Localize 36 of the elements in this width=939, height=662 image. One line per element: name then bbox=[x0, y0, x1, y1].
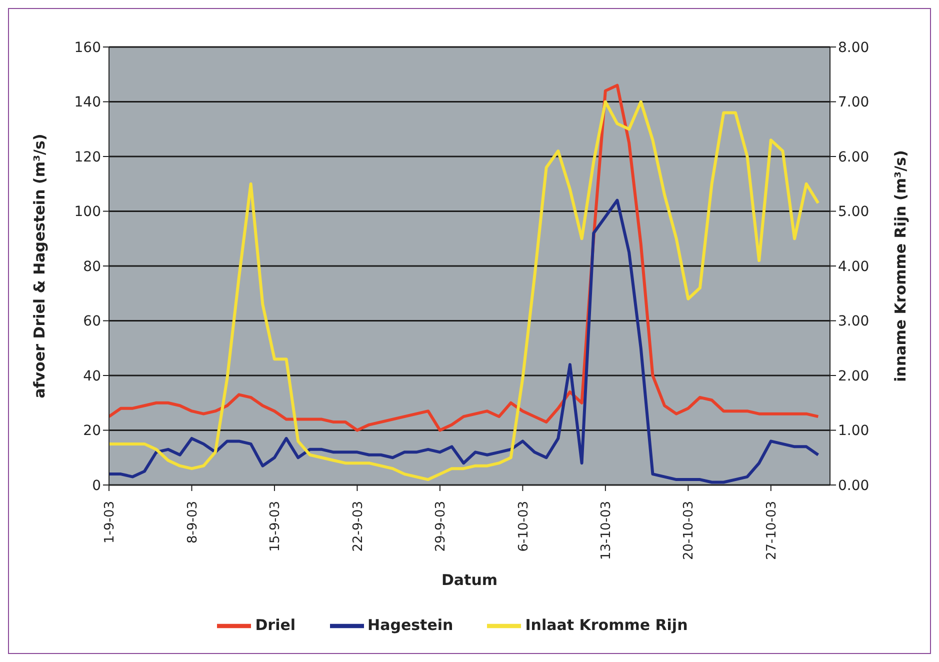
line-series bbox=[109, 100, 820, 482]
legend-label: Inlaat Kromme Rijn bbox=[525, 616, 688, 634]
line-series bbox=[109, 84, 820, 432]
y-tick-label: 100 bbox=[74, 204, 101, 220]
y2-tick-label: 4.00 bbox=[838, 258, 870, 275]
y-tick-label: 0 bbox=[92, 478, 101, 494]
y2-tick-label: 7.00 bbox=[838, 94, 870, 111]
x-tick-label: 22-9-03 bbox=[350, 501, 366, 552]
y-tick-label: 40 bbox=[83, 368, 101, 384]
legend-label: Driel bbox=[255, 616, 296, 634]
x-tick-label: 20-10-03 bbox=[682, 501, 697, 560]
y-tick-label: 120 bbox=[74, 149, 101, 166]
x-tick-label: 13-10-03 bbox=[598, 501, 614, 560]
y2-axis-title: inname Kromme Rijn (m³/s) bbox=[891, 150, 910, 382]
y-axis-title: afvoer Driel & Hagestein (m³/s) bbox=[30, 134, 48, 398]
y2-tick-label: 1.00 bbox=[838, 423, 870, 440]
line-series bbox=[109, 198, 820, 484]
x-tick-label: 1-9-03 bbox=[102, 501, 118, 544]
y-tick-label: 20 bbox=[83, 423, 101, 440]
x-tick-label: 29-9-03 bbox=[434, 501, 448, 552]
y2-tick-label: 0.00 bbox=[838, 478, 870, 494]
y2-tick-label: 5.00 bbox=[838, 204, 870, 220]
x-tick-label: 27-10-03 bbox=[764, 501, 780, 560]
legend-label: Hagestein bbox=[368, 616, 454, 634]
y-tick-label: 80 bbox=[83, 258, 101, 275]
y2-tick-label: 3.00 bbox=[838, 314, 870, 330]
y2-tick-label: 6.00 bbox=[838, 149, 870, 166]
y-tick-label: 160 bbox=[74, 40, 101, 56]
y-tick-label: 60 bbox=[83, 314, 101, 330]
x-tick-label: 15-9-03 bbox=[268, 501, 284, 552]
x-tick-label: 8-9-03 bbox=[185, 501, 200, 544]
y2-tick-label: 2.00 bbox=[838, 368, 870, 384]
y-tick-label: 140 bbox=[74, 94, 101, 111]
y2-tick-label: 8.00 bbox=[838, 40, 870, 56]
x-tick-label: 6-10-03 bbox=[516, 501, 532, 552]
x-axis-title: Datum bbox=[441, 571, 498, 589]
